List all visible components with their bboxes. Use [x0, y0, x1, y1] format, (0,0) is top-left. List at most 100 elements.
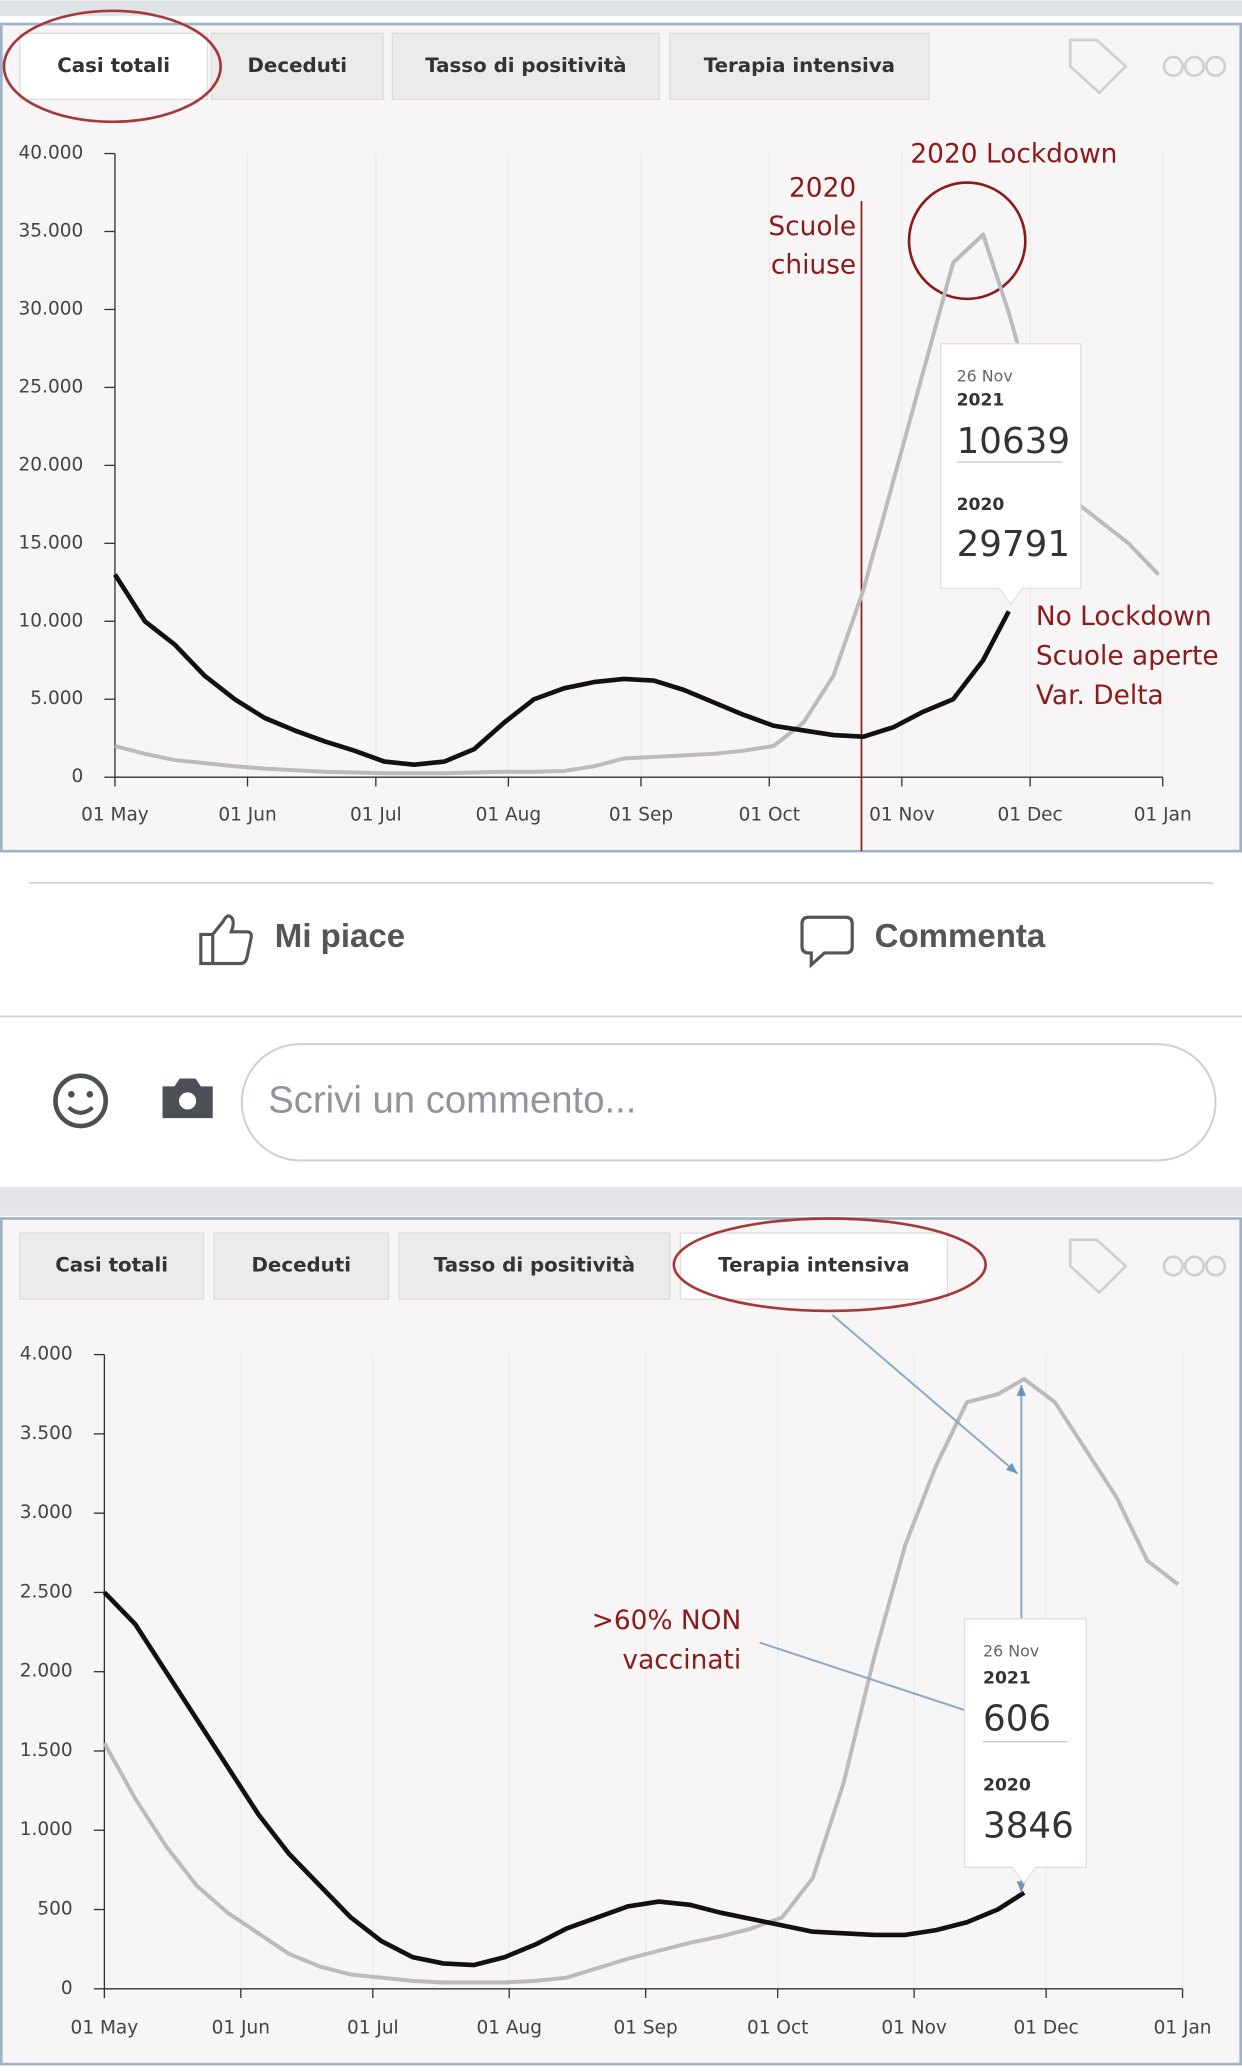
arrow-head — [1016, 1384, 1026, 1396]
tooltip-series: 2021 — [957, 391, 1005, 411]
y-tick-label: 10.000 — [19, 610, 84, 631]
tooltip-box — [940, 343, 1082, 606]
tag-icon — [1068, 38, 1128, 95]
tooltip-series: 2021 — [983, 1668, 1031, 1688]
camera-button[interactable] — [162, 1078, 213, 1119]
series-line — [102, 1590, 1026, 1968]
emoji-mouth — [67, 1105, 94, 1115]
tab[interactable]: Terapia intensiva — [669, 32, 930, 101]
x-tick-label: 01 Dec — [1014, 2017, 1079, 2038]
x-tick-label: 01 Jul — [347, 2017, 399, 2038]
y-tick-label: 2.500 — [20, 1581, 73, 1602]
y-tick-label: 25.000 — [19, 376, 84, 397]
annotation: Scuole — [768, 211, 856, 242]
tab[interactable]: Casi totali — [19, 1232, 205, 1300]
highlight-ring — [2, 9, 222, 124]
series-line — [102, 1377, 1180, 1985]
annotation: 2020 — [789, 173, 856, 204]
highlight-ring — [672, 1217, 987, 1313]
tab[interactable]: Casi totali — [19, 32, 209, 101]
tooltip-date: 26 Nov — [957, 366, 1013, 385]
tooltip-value: 29791 — [957, 524, 1070, 565]
tab-box — [669, 32, 930, 101]
series-line — [114, 232, 1160, 776]
tab-label: Tasso di positività — [425, 54, 626, 77]
highlight-ring — [907, 181, 1027, 301]
emoji-button[interactable] — [53, 1073, 109, 1129]
y-tick-label: 0 — [61, 1978, 73, 1999]
x-tick-label: 01 Oct — [739, 805, 800, 826]
like-label: Mi piace — [275, 917, 405, 954]
comment-button[interactable]: Commenta — [800, 915, 1046, 969]
tab-label: Casi totali — [55, 1254, 168, 1277]
annotation: No Lockdown — [1036, 601, 1212, 632]
arrow — [831, 1314, 1019, 1475]
tab-label: Deceduti — [248, 54, 348, 77]
tab[interactable]: Deceduti — [210, 32, 384, 101]
emoji-eye — [86, 1090, 94, 1098]
y-tick-label: 1.500 — [20, 1740, 73, 1761]
x-tick-label: 01 May — [71, 2017, 139, 2038]
tab[interactable]: Tasso di positività — [391, 32, 660, 101]
tab-box — [391, 32, 660, 101]
tab-box — [19, 32, 209, 101]
y-tick-label: 1.000 — [20, 1819, 73, 1840]
tab[interactable]: Tasso di positività — [398, 1232, 671, 1300]
annotation: 2020 Lockdown — [910, 138, 1117, 169]
x-tick-label: 01 Jan — [1154, 2017, 1212, 2038]
x-tick-label: 01 Jun — [218, 805, 276, 826]
tab-label: Terapia intensiva — [704, 54, 895, 77]
tab-label: Tasso di positività — [434, 1254, 635, 1277]
x-tick-label: 01 Jun — [212, 2017, 270, 2038]
tooltip-value: 10639 — [957, 421, 1070, 462]
tab-box — [679, 1232, 949, 1300]
tab[interactable]: Terapia intensiva — [679, 1232, 949, 1300]
more-dot — [1183, 55, 1206, 77]
more-dot — [1183, 1255, 1206, 1277]
x-tick-label: 01 Aug — [476, 2017, 542, 2038]
tab-label: Casi totali — [57, 54, 170, 77]
tooltip-date: 26 Nov — [983, 1641, 1039, 1660]
comment-input[interactable]: Scrivi un commento... — [240, 1043, 1217, 1162]
tab-box — [213, 1232, 390, 1300]
tooltip-series: 2020 — [983, 1775, 1031, 1795]
tooltip-box — [963, 1618, 1087, 1885]
emoji-eye — [68, 1090, 75, 1098]
y-tick-label: 15.000 — [19, 532, 84, 553]
gap-strip — [0, 1186, 1242, 1216]
camera-lens — [179, 1092, 197, 1110]
y-tick-label: 5.000 — [30, 688, 83, 709]
x-tick-label: 01 Aug — [476, 805, 542, 826]
tab-label: Deceduti — [251, 1254, 351, 1277]
top-strip — [0, 0, 1242, 17]
comment-placeholder: Scrivi un commento... — [268, 1078, 636, 1121]
tooltip-value: 606 — [983, 1699, 1051, 1740]
more-dot — [1162, 55, 1184, 77]
chart: Casi totali Deceduti Tasso di positività Te… — [2, 9, 1227, 852]
emoji-icon — [53, 1073, 109, 1129]
tab-label: Terapia intensiva — [718, 1254, 909, 1277]
comment-icon — [800, 915, 854, 969]
x-tick-label: 01 Jan — [1134, 805, 1192, 826]
more-dot — [1205, 55, 1227, 77]
y-tick-label: 35.000 — [19, 221, 84, 242]
tag-icon — [1068, 1238, 1128, 1295]
y-tick-label: 40.000 — [19, 143, 84, 164]
y-tick-label: 30.000 — [19, 298, 84, 319]
arrow-head — [1016, 1881, 1026, 1893]
x-tick-label: 01 Sep — [609, 805, 673, 826]
y-tick-label: 20.000 — [19, 454, 84, 475]
annotation: vaccinati — [622, 1645, 741, 1676]
chart: Casi totali Deceduti Tasso di positività Te… — [19, 1217, 1227, 2038]
comment-label: Commenta — [875, 917, 1046, 954]
annotation: >60% NON — [592, 1605, 742, 1636]
annotation: chiuse — [771, 249, 856, 280]
more-dot — [1162, 1255, 1184, 1277]
y-tick-label: 500 — [37, 1899, 72, 1920]
tab[interactable]: Deceduti — [213, 1232, 390, 1300]
y-tick-label: 2.000 — [20, 1661, 73, 1682]
x-tick-label: 01 Sep — [614, 2017, 678, 2038]
like-button[interactable]: Mi piace — [199, 914, 405, 966]
